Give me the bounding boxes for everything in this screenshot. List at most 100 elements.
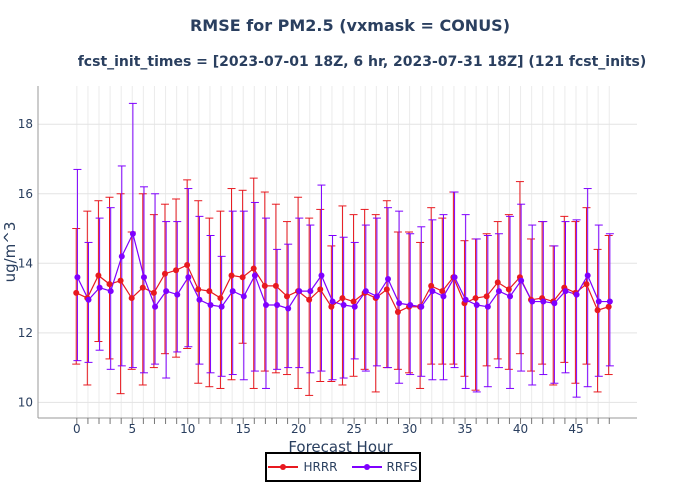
data-point-hrrr (228, 272, 235, 279)
data-point-rrfs (562, 288, 569, 295)
x-tick-label: 45 (568, 422, 583, 436)
data-point-rrfs (85, 296, 92, 303)
data-point-rrfs (518, 277, 525, 284)
data-point-hrrr (95, 272, 102, 279)
data-point-rrfs (407, 302, 414, 309)
data-point-rrfs (118, 253, 125, 260)
y-tick-label: 10 (18, 395, 33, 409)
data-point-hrrr (239, 274, 246, 281)
data-point-rrfs (207, 302, 214, 309)
data-point-rrfs (418, 303, 425, 310)
y-tick-label: 18 (18, 117, 33, 131)
data-point-hrrr (106, 281, 113, 288)
data-point-rrfs (196, 296, 203, 303)
legend-label-rrfs: RRFS (386, 460, 418, 474)
x-tick-label: 10 (180, 422, 195, 436)
data-point-rrfs (174, 291, 181, 298)
data-point-rrfs (484, 303, 491, 310)
series-points (73, 230, 613, 315)
data-point-rrfs (285, 305, 292, 312)
data-point-rrfs (473, 302, 480, 309)
data-point-hrrr (394, 308, 401, 315)
data-point-rrfs (540, 298, 547, 305)
data-point-rrfs (451, 274, 458, 281)
data-point-hrrr (73, 289, 80, 296)
legend-item-hrrr[interactable]: HRRR (268, 460, 338, 474)
data-point-hrrr (250, 265, 257, 272)
data-point-hrrr (494, 279, 501, 286)
y-tick-label: 12 (18, 326, 33, 340)
data-point-hrrr (505, 286, 512, 293)
x-tick-label: 30 (402, 422, 417, 436)
data-point-rrfs (218, 303, 225, 310)
x-tick-label: 35 (457, 422, 472, 436)
data-point-hrrr (217, 295, 224, 302)
data-point-rrfs (551, 300, 558, 307)
data-point-rrfs (229, 288, 236, 295)
data-point-rrfs (185, 274, 192, 281)
legend-item-rrfs[interactable]: RRFS (351, 460, 418, 474)
data-point-rrfs (385, 275, 392, 282)
data-point-hrrr (283, 293, 290, 300)
data-point-hrrr (261, 282, 268, 289)
y-axis-title: ug/m^3 (1, 222, 19, 283)
data-point-hrrr (139, 284, 146, 291)
data-point-rrfs (262, 302, 269, 309)
x-tick-label: 25 (346, 422, 361, 436)
x-axis-title: Forecast Hour (288, 438, 393, 456)
data-point-hrrr (317, 286, 324, 293)
data-point-hrrr (383, 286, 390, 293)
chart-subtitle: fcst_init_times = [2023-07-01 18Z, 6 hr,… (77, 54, 647, 70)
legend-swatch-hrrr (268, 462, 299, 472)
data-point-rrfs (396, 300, 403, 307)
data-point-hrrr (472, 295, 479, 302)
data-point-rrfs (440, 293, 447, 300)
x-tick-label: 0 (73, 422, 81, 436)
data-point-hrrr (594, 307, 601, 314)
data-point-hrrr (161, 270, 168, 277)
data-point-hrrr (117, 277, 124, 284)
data-point-rrfs (107, 288, 114, 295)
axis-labels: 0 5 10 15 20 25 30 35 40 45 10 12 14 16 18 Forecast Hou… (1, 117, 584, 456)
data-point-hrrr (206, 288, 213, 295)
data-point-hrrr (339, 295, 346, 302)
data-point-hrrr (483, 293, 490, 300)
x-tick-label: 5 (128, 422, 136, 436)
data-point-rrfs (74, 274, 81, 281)
data-point-rrfs (318, 272, 325, 279)
data-point-hrrr (184, 262, 191, 269)
data-point-rrfs (307, 288, 314, 295)
data-point-hrrr (150, 289, 157, 296)
data-point-hrrr (328, 303, 335, 310)
data-point-rrfs (274, 302, 281, 309)
data-point-rrfs (462, 296, 469, 303)
data-point-rrfs (129, 230, 136, 237)
axes (37, 86, 637, 424)
data-point-rrfs (296, 288, 303, 295)
data-point-rrfs (495, 288, 502, 295)
y-tick-label: 14 (18, 256, 33, 270)
chart-title: RMSE for PM2.5 (vxmask = CONUS) (189, 16, 511, 35)
data-point-rrfs (351, 303, 358, 310)
data-point-hrrr (128, 295, 135, 302)
gridlines (38, 86, 637, 418)
x-tick-label: 40 (513, 422, 528, 436)
data-point-rrfs (507, 293, 514, 300)
data-point-hrrr (583, 281, 590, 288)
x-tick-label: 15 (236, 422, 251, 436)
data-point-rrfs (362, 288, 369, 295)
data-point-rrfs (595, 298, 602, 305)
data-point-rrfs (573, 291, 580, 298)
data-point-rrfs (329, 298, 336, 305)
data-point-hrrr (439, 288, 446, 295)
data-point-hrrr (306, 296, 313, 303)
data-point-rrfs (152, 303, 159, 310)
data-point-rrfs (606, 298, 613, 305)
legend-swatch-rrfs (351, 462, 382, 472)
data-point-rrfs (340, 302, 347, 309)
data-point-rrfs (96, 284, 103, 291)
data-point-rrfs (373, 293, 380, 300)
data-point-hrrr (173, 267, 180, 274)
x-tick-label: 20 (291, 422, 306, 436)
